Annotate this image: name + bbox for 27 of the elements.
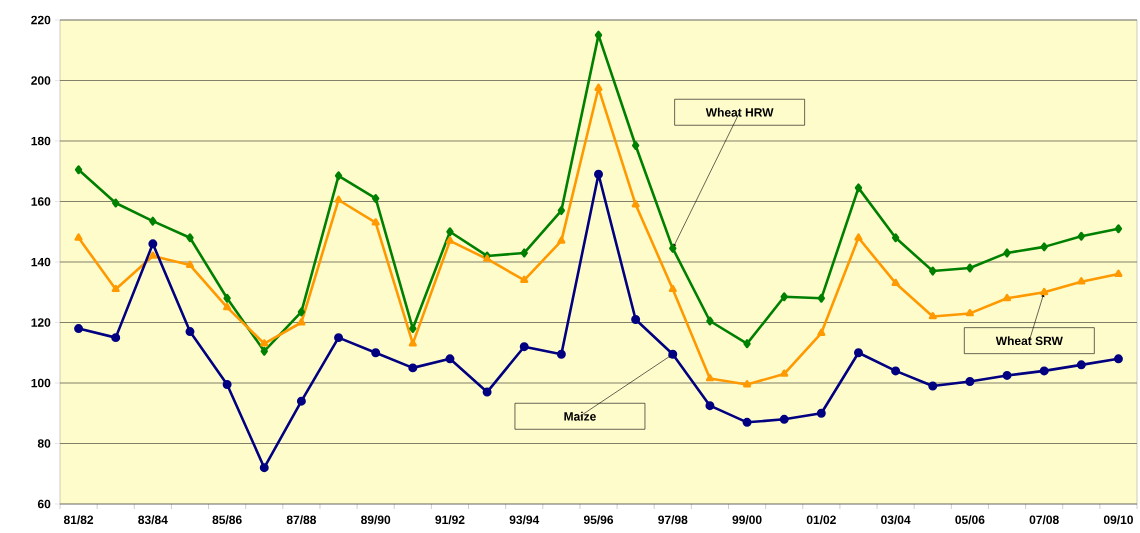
annotation: Maize [564,411,596,421]
y-tick-label: 60 [37,499,51,509]
x-tick-label: 87/88 [286,515,317,525]
y-tick-label: 200 [31,76,51,85]
x-tick-label: 85/86 [212,515,242,525]
y-tick-label: 140 [31,257,51,267]
x-tick-label: 03/04 [881,515,911,525]
annotation: Wheat SRW [995,336,1063,346]
x-tick-label: 07/08 [1029,515,1059,525]
y-tick-label: 120 [31,318,51,327]
x-tick-label: 01/02 [806,515,836,525]
y-tick-label: 220 [31,15,51,25]
y-tick-label: 160 [31,197,51,206]
x-tick-label: 99/00 [732,515,762,525]
x-tick-label: 95/96 [583,515,614,525]
x-tick-label: 91/92 [435,515,465,525]
y-tick-label: 80 [37,439,51,448]
x-tick-label: 89/90 [361,515,391,525]
annotation: Wheat HRW [705,107,774,117]
x-tick-label: 81/82 [63,515,94,525]
y-tick-label: 100 [31,378,51,388]
x-tick-label: 83/84 [138,515,168,525]
x-tick-label: 09/10 [1103,515,1133,525]
x-tick-label: 97/98 [658,515,688,525]
y-tick-label: 180 [31,136,51,146]
x-tick-label: 93/94 [509,515,540,525]
x-tick-label: 05/06 [955,515,985,525]
